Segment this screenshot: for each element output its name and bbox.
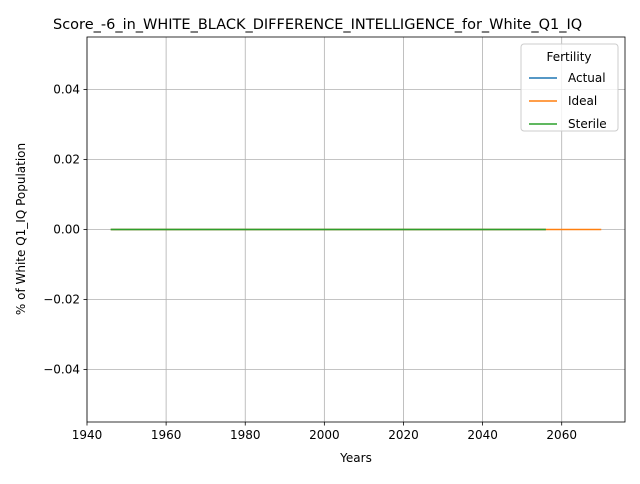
chart-title: Score_-6_in_WHITE_BLACK_DIFFERENCE_INTEL… [53,17,582,33]
x-tick-label: 2060 [546,428,577,442]
x-axis-label: Years [339,451,372,465]
legend-label-actual: Actual [568,71,606,85]
y-axis: −0.04 −0.02 0.00 0.02 0.04 [43,83,87,377]
x-tick-label: 1980 [230,428,261,442]
y-axis-label: % of White Q1_IQ Population [14,143,28,315]
x-tick-label: 2040 [467,428,498,442]
legend-label-sterile: Sterile [568,117,607,131]
x-tick-label: 1940 [72,428,103,442]
x-tick-label: 1960 [151,428,182,442]
legend: Fertility Actual Ideal Sterile [520,43,619,132]
x-tick-label: 2020 [388,428,419,442]
x-tick-label: 2000 [309,428,340,442]
y-tick-label: 0.02 [53,153,80,167]
y-tick-label: 0.04 [53,83,80,97]
legend-box [520,43,619,132]
legend-entries: Actual Ideal Sterile [529,71,607,131]
y-tick-label: −0.04 [43,363,80,377]
y-tick-label: 0.00 [53,223,80,237]
y-tick-label: −0.02 [43,293,80,307]
legend-label-ideal: Ideal [568,94,597,108]
x-axis: 1940 1960 1980 2000 2020 2040 2060 [72,422,577,442]
legend-title: Fertility [546,50,591,64]
